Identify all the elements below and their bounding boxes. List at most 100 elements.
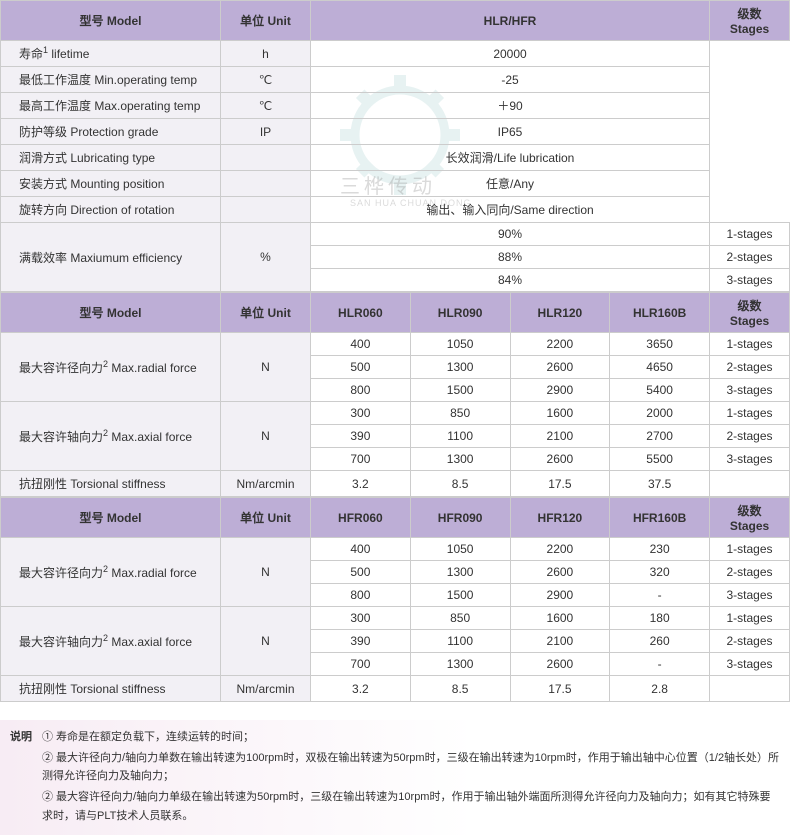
row-label: 安装方式 Mounting position [1, 171, 221, 197]
cell-val: 84% [311, 269, 710, 292]
col-series: HLR/HFR [311, 1, 710, 41]
cell-val: 180 [610, 607, 710, 630]
cell-val: 2200 [510, 333, 610, 356]
col-stages: 级数 Stages [710, 293, 790, 333]
cell-val: 2100 [510, 425, 610, 448]
cell-val: - [610, 653, 710, 676]
cell-stage: 1-stages [710, 607, 790, 630]
row-label: 防护等级 Protection grade [1, 119, 221, 145]
notes-section: 说明 ① 寿命是在额定负载下，连续运转的时间； ② 最大许径向力/轴向力单数在输… [0, 720, 790, 835]
cell-val: 1300 [410, 561, 510, 584]
cell-stage: 1-stages [710, 538, 790, 561]
cell-val: 260 [610, 630, 710, 653]
cell-val: 5400 [610, 379, 710, 402]
cell-stage: 1-stages [710, 402, 790, 425]
spec-table-hlr: 型号 Model 单位 Unit HLR060 HLR090 HLR120 HL… [0, 292, 790, 497]
row-label: 最大容许轴向力2 Max.axial force [1, 402, 221, 471]
cell-unit: h [221, 41, 311, 67]
cell-val: 1100 [410, 425, 510, 448]
cell-val: 400 [311, 538, 411, 561]
cell-val: 390 [311, 425, 411, 448]
cell-val: 4650 [610, 356, 710, 379]
cell-val: 17.5 [510, 676, 610, 702]
note-line: ① 寿命是在额定负载下，连续运转的时间； [42, 728, 780, 747]
cell-stage: 3-stages [710, 269, 790, 292]
row-label: 润滑方式 Lubricating type [1, 145, 221, 171]
col-v: HFR060 [311, 498, 411, 538]
cell-unit: IP [221, 119, 311, 145]
col-v: HFR090 [410, 498, 510, 538]
cell-val: 1600 [510, 607, 610, 630]
cell-val: 1300 [410, 356, 510, 379]
cell-val: 3650 [610, 333, 710, 356]
cell-unit: ℃ [221, 93, 311, 119]
cell-val: 500 [311, 561, 411, 584]
col-unit: 单位 Unit [221, 293, 311, 333]
cell-unit [221, 171, 311, 197]
cell-val: 2600 [510, 653, 610, 676]
cell-empty [710, 471, 790, 497]
cell-unit: N [221, 402, 311, 471]
cell-val: 任意/Any [311, 171, 710, 197]
row-torsion: 抗扭刚性 Torsional stiffness [1, 471, 221, 497]
cell-val: ＋90 [311, 93, 710, 119]
cell-val: 1500 [410, 584, 510, 607]
cell-stage: 1-stages [710, 223, 790, 246]
cell-unit: N [221, 538, 311, 607]
col-v: HLR060 [311, 293, 411, 333]
cell-val: 8.5 [410, 471, 510, 497]
cell-val: 20000 [311, 41, 710, 67]
cell-stage: 3-stages [710, 653, 790, 676]
col-model: 型号 Model [1, 293, 221, 333]
cell-val: 2900 [510, 379, 610, 402]
cell-val: 1600 [510, 402, 610, 425]
cell-unit: N [221, 333, 311, 402]
note-line: ② 最大许径向力/轴向力单数在输出转速为100rpm时，双极在输出转速为50rp… [42, 749, 780, 786]
col-v: HFR120 [510, 498, 610, 538]
cell-stage: 2-stages [710, 246, 790, 269]
cell-stage: 2-stages [710, 425, 790, 448]
cell-stage: 2-stages [710, 356, 790, 379]
cell-stage: 1-stages [710, 333, 790, 356]
cell-val: 500 [311, 356, 411, 379]
cell-empty [710, 676, 790, 702]
cell-val: IP65 [311, 119, 710, 145]
col-stages: 级数 Stages [710, 1, 790, 41]
cell-val: 2600 [510, 356, 610, 379]
cell-val: 320 [610, 561, 710, 584]
cell-stage: 3-stages [710, 584, 790, 607]
cell-val: 长效润滑/Life lubrication [311, 145, 710, 171]
row-label: 最大容许径向力2 Max.radial force [1, 333, 221, 402]
col-v: HLR120 [510, 293, 610, 333]
cell-val: 3.2 [311, 676, 411, 702]
cell-val: 1300 [410, 653, 510, 676]
row-label: 最大容许轴向力2 Max.axial force [1, 607, 221, 676]
cell-val: 850 [410, 607, 510, 630]
cell-val: 37.5 [610, 471, 710, 497]
cell-val: 1500 [410, 379, 510, 402]
cell-val: 输出、输入同向/Same direction [311, 197, 710, 223]
cell-val: 2700 [610, 425, 710, 448]
cell-val: 1050 [410, 538, 510, 561]
cell-stage: 3-stages [710, 379, 790, 402]
row-label: 最低工作温度 Min.operating temp [1, 67, 221, 93]
cell-val: 17.5 [510, 471, 610, 497]
cell-val: -25 [311, 67, 710, 93]
cell-val: 390 [311, 630, 411, 653]
note-line: ② 最大容许径向力/轴向力单级在输出转速为50rpm时，三级在输出转速为10rp… [42, 788, 780, 825]
cell-val: 2000 [610, 402, 710, 425]
col-model: 型号 Model [1, 1, 221, 41]
notes-title: 说明 [10, 728, 32, 827]
cell-unit [221, 197, 311, 223]
cell-val: 8.5 [410, 676, 510, 702]
col-unit: 单位 Unit [221, 1, 311, 41]
cell-val: 700 [311, 448, 411, 471]
notes-body: ① 寿命是在额定负载下，连续运转的时间； ② 最大许径向力/轴向力单数在输出转速… [42, 728, 780, 827]
col-model: 型号 Model [1, 498, 221, 538]
col-v: HLR090 [410, 293, 510, 333]
row-efficiency: 满载效率 Maxiumum efficiency [1, 223, 221, 292]
cell-stage: 3-stages [710, 448, 790, 471]
row-label: 最大容许径向力2 Max.radial force [1, 538, 221, 607]
cell-unit: Nm/arcmin [221, 471, 311, 497]
cell-val: 1100 [410, 630, 510, 653]
